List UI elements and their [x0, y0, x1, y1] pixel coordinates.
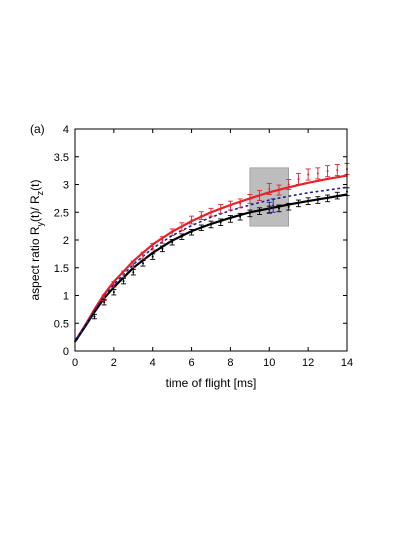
error-bar-point	[305, 197, 311, 205]
error-bar-point	[101, 298, 107, 306]
error-bar-point	[237, 198, 243, 209]
error-bar-point	[334, 191, 340, 200]
x-tick-label: 6	[189, 357, 195, 369]
error-bar-point	[247, 194, 253, 204]
x-axis-label: time of flight [ms]	[166, 376, 257, 390]
error-bar-point	[247, 209, 253, 218]
error-bar-point	[179, 233, 185, 240]
error-bar-point	[179, 222, 185, 232]
error-bar-point	[270, 198, 276, 213]
error-bar-point	[286, 179, 292, 190]
error-bar-point	[315, 167, 321, 180]
error-bar-point	[276, 184, 282, 196]
error-bar-point	[169, 238, 175, 246]
error-bar-point	[257, 207, 263, 215]
x-tick-label: 12	[302, 357, 314, 369]
y-tick-label: 2.5	[54, 207, 69, 219]
error-bar-point	[169, 228, 175, 237]
error-bar-point	[159, 236, 165, 244]
x-tick-label: 4	[150, 357, 156, 369]
error-bar-point	[295, 172, 301, 185]
plot-frame	[74, 128, 348, 352]
error-bar-point	[159, 245, 165, 253]
y-tick-label: 3	[63, 180, 69, 192]
error-bar-point	[150, 253, 156, 260]
error-bar-point	[266, 182, 272, 195]
error-bar-point	[121, 277, 127, 285]
axes-layer: 0 2 4 6 8 10 12 14 0 0.5 1 1.5 2 2.5 3 3.5 4	[54, 124, 353, 369]
error-bar-point	[286, 202, 292, 211]
x-tick-label: 14	[341, 357, 353, 369]
x-tick-label: 2	[111, 357, 117, 369]
x-tick-label: 8	[227, 357, 233, 369]
error-bar-point	[150, 242, 156, 251]
error-bar-point	[208, 207, 214, 217]
series-line-2	[74, 186, 348, 343]
x-tick-label: 0	[72, 357, 78, 369]
error-bar-point	[218, 218, 224, 227]
y-tick-label: 1.5	[54, 263, 69, 275]
error-bar-point	[91, 313, 97, 320]
error-bar-point	[276, 204, 282, 213]
error-bar-point	[111, 281, 117, 288]
y-tick-label: 1	[63, 291, 69, 303]
x-tick-label: 10	[263, 357, 275, 369]
error-bar-point	[218, 204, 224, 214]
error-bar-point	[227, 200, 233, 211]
panel-label: (a)	[30, 122, 45, 136]
y-tick-label: 0.5	[54, 318, 69, 330]
error-bar-point	[111, 288, 117, 296]
error-bar-point	[227, 215, 233, 223]
y-tick-label: 0	[63, 346, 69, 358]
error-bar-point	[130, 268, 136, 276]
y-tick-label: 2	[63, 235, 69, 247]
error-bar-point	[305, 168, 311, 181]
error-bar-point	[334, 164, 340, 177]
error-bar-point	[325, 165, 331, 178]
error-bar-point	[189, 215, 195, 225]
error-bar-point	[121, 270, 127, 279]
error-bar-point	[325, 194, 331, 203]
error-bar-point	[315, 196, 321, 204]
error-bar-point	[140, 260, 146, 267]
y-tick-label: 3.5	[54, 152, 69, 164]
error-bar-point	[140, 251, 146, 260]
y-tick-label: 4	[63, 124, 69, 136]
error-bar-point	[208, 220, 214, 229]
error-bar-point	[266, 201, 272, 214]
error-bar-point	[257, 190, 263, 202]
y-axis-label: aspect ratio Ry(t)/ Rz(t)	[28, 179, 45, 300]
error-bar-point	[189, 229, 195, 236]
error-bar-point	[295, 199, 301, 208]
error-bar-point	[130, 260, 136, 269]
error-bar-point	[237, 212, 243, 221]
plot-layer	[74, 162, 350, 343]
error-bar-point	[198, 224, 204, 232]
error-bar-point	[198, 211, 204, 220]
